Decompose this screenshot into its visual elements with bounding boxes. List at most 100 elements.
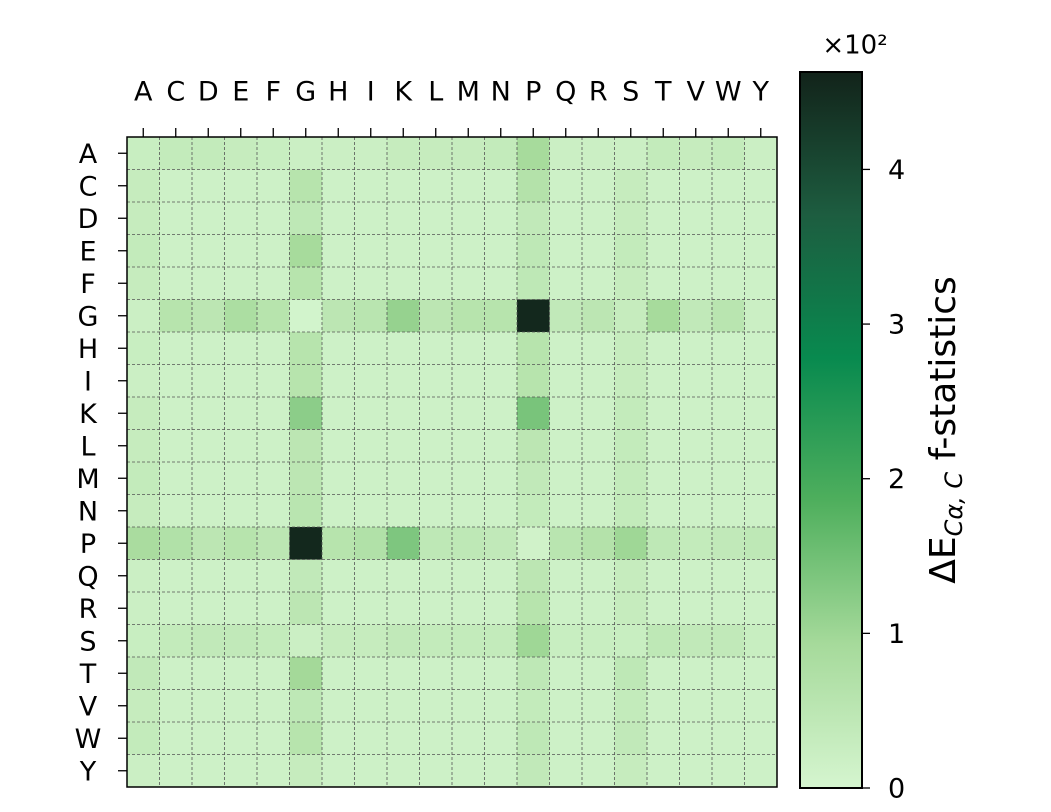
cell: [517, 624, 550, 658]
cell: [679, 137, 713, 170]
cell: [192, 234, 225, 268]
cell: [289, 364, 323, 398]
cell: [517, 657, 550, 690]
cell: [159, 202, 193, 235]
x-tick-label: E: [232, 77, 249, 108]
cell: [419, 689, 453, 723]
cell: [257, 332, 290, 365]
cell: [549, 689, 583, 723]
cell: [744, 754, 778, 788]
cell: [452, 494, 485, 528]
cell: [419, 657, 453, 690]
cell: [679, 624, 713, 658]
cell: [257, 689, 290, 723]
cell: [679, 592, 713, 625]
cell: [647, 397, 680, 430]
x-tick-label: S: [622, 77, 639, 108]
cell: [127, 429, 160, 463]
cell: [484, 234, 518, 268]
cell: [192, 559, 225, 593]
cell: [679, 299, 713, 333]
cell: [224, 234, 258, 268]
cell: [419, 202, 453, 235]
cell: [127, 624, 160, 658]
cell: [647, 267, 680, 300]
cell: [127, 267, 160, 300]
cell: [192, 332, 225, 365]
x-tick-label: V: [687, 77, 706, 108]
cell: [159, 559, 193, 593]
cell: [289, 137, 323, 170]
x-tick-label: Q: [555, 77, 576, 108]
cell: [289, 592, 323, 625]
cell: [257, 169, 290, 203]
cell: [257, 364, 290, 398]
cell: [582, 689, 615, 723]
cell: [614, 592, 648, 625]
cell: [224, 462, 258, 495]
cell: [289, 169, 323, 203]
cell: [582, 332, 615, 365]
cell: [289, 624, 323, 658]
cell: [712, 559, 745, 593]
cell: [452, 689, 485, 723]
cell: [484, 462, 518, 495]
y-tick-label: Q: [77, 561, 98, 592]
cell: [712, 202, 745, 235]
cell: [517, 169, 550, 203]
cell: [712, 722, 745, 755]
cell: [192, 689, 225, 723]
cell: [582, 137, 615, 170]
cell: [257, 624, 290, 658]
cell: [257, 657, 290, 690]
x-tick-label: Y: [752, 77, 770, 108]
cell: [419, 137, 453, 170]
cell: [224, 202, 258, 235]
cell: [712, 462, 745, 495]
cell: [387, 657, 420, 690]
cell: [387, 527, 420, 560]
cell: [679, 754, 713, 788]
cell: [484, 429, 518, 463]
cell: [192, 364, 225, 398]
cell: [354, 462, 388, 495]
cell: [127, 234, 160, 268]
cell: [549, 299, 583, 333]
cell: [647, 559, 680, 593]
cell: [712, 169, 745, 203]
cell: [549, 722, 583, 755]
cell: [257, 462, 290, 495]
cell: [744, 722, 778, 755]
cell: [257, 592, 290, 625]
cell: [517, 494, 550, 528]
cell: [322, 267, 355, 300]
cell: [419, 722, 453, 755]
cell: [159, 494, 193, 528]
cell: [647, 592, 680, 625]
cell: [127, 657, 160, 690]
colorbar-tick-label: 4: [888, 155, 905, 186]
cell: [322, 592, 355, 625]
cell: [484, 299, 518, 333]
cell: [387, 234, 420, 268]
cell: [159, 429, 193, 463]
y-tick-label: R: [79, 594, 98, 625]
cell: [712, 754, 745, 788]
cell: [322, 754, 355, 788]
cell: [484, 332, 518, 365]
y-tick-label: N: [78, 496, 98, 527]
cell: [387, 462, 420, 495]
cell: [159, 332, 193, 365]
cell: [647, 722, 680, 755]
cell: [354, 722, 388, 755]
cell: [192, 299, 225, 333]
y-tick-label: M: [76, 464, 99, 495]
cell: [289, 657, 323, 690]
cell: [127, 332, 160, 365]
cell: [712, 364, 745, 398]
y-tick-label: H: [78, 334, 98, 365]
cell: [127, 364, 160, 398]
cell: [289, 267, 323, 300]
cell: [647, 527, 680, 560]
cell: [647, 202, 680, 235]
